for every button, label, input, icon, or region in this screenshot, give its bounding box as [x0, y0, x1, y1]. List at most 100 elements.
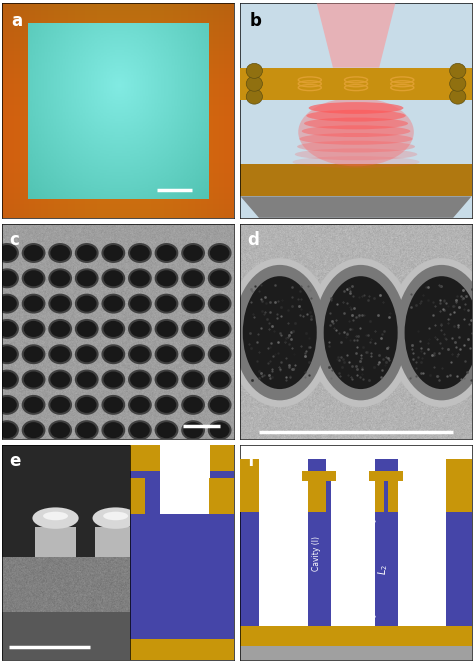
Ellipse shape — [208, 395, 232, 415]
Bar — [446, 476, 472, 512]
Ellipse shape — [324, 276, 398, 389]
Bar — [95, 526, 137, 557]
Ellipse shape — [306, 110, 406, 121]
Ellipse shape — [181, 294, 205, 314]
Ellipse shape — [130, 321, 150, 337]
Ellipse shape — [0, 294, 19, 314]
Ellipse shape — [183, 371, 203, 388]
Ellipse shape — [128, 344, 152, 364]
Ellipse shape — [208, 269, 232, 288]
Ellipse shape — [297, 141, 415, 152]
Ellipse shape — [0, 243, 19, 263]
Ellipse shape — [302, 125, 410, 137]
Ellipse shape — [128, 294, 152, 314]
Ellipse shape — [128, 319, 152, 339]
Ellipse shape — [314, 265, 407, 400]
Ellipse shape — [181, 420, 205, 440]
Ellipse shape — [24, 346, 44, 362]
Ellipse shape — [157, 245, 176, 261]
Ellipse shape — [24, 245, 44, 261]
Bar — [250, 476, 259, 512]
Polygon shape — [240, 196, 472, 218]
Circle shape — [246, 76, 263, 91]
Circle shape — [450, 64, 466, 78]
Ellipse shape — [183, 397, 203, 413]
Ellipse shape — [101, 243, 125, 263]
Ellipse shape — [77, 321, 97, 337]
Ellipse shape — [130, 397, 150, 413]
Ellipse shape — [157, 271, 176, 286]
Ellipse shape — [208, 420, 232, 440]
Ellipse shape — [130, 371, 150, 388]
Text: Cavity (II): Cavity (II) — [345, 550, 354, 587]
Ellipse shape — [128, 269, 152, 288]
Bar — [2, 445, 129, 557]
Bar — [374, 459, 398, 627]
Ellipse shape — [22, 395, 46, 415]
Ellipse shape — [22, 344, 46, 364]
Ellipse shape — [128, 420, 152, 440]
Text: b: b — [250, 12, 262, 30]
Ellipse shape — [0, 422, 17, 438]
Ellipse shape — [130, 245, 150, 261]
Bar — [240, 471, 472, 627]
Ellipse shape — [0, 319, 19, 339]
Ellipse shape — [92, 507, 139, 529]
Bar — [240, 646, 472, 660]
Ellipse shape — [48, 344, 72, 364]
Ellipse shape — [128, 395, 152, 415]
Ellipse shape — [77, 346, 97, 362]
Text: e: e — [9, 452, 21, 469]
Ellipse shape — [130, 422, 150, 438]
Bar — [129, 639, 234, 660]
Ellipse shape — [181, 243, 205, 263]
Bar — [308, 476, 317, 512]
Ellipse shape — [103, 321, 123, 337]
Ellipse shape — [103, 422, 123, 438]
Ellipse shape — [210, 422, 229, 438]
Ellipse shape — [0, 321, 17, 337]
Text: $L_2$: $L_2$ — [376, 564, 390, 575]
Ellipse shape — [103, 346, 123, 362]
Ellipse shape — [48, 243, 72, 263]
Ellipse shape — [0, 420, 19, 440]
Ellipse shape — [22, 269, 46, 288]
Ellipse shape — [0, 269, 19, 288]
Ellipse shape — [208, 294, 232, 314]
Ellipse shape — [155, 319, 178, 339]
Ellipse shape — [181, 395, 205, 415]
Ellipse shape — [24, 397, 44, 413]
Ellipse shape — [50, 346, 70, 362]
Ellipse shape — [210, 371, 229, 388]
Ellipse shape — [210, 397, 229, 413]
Text: d: d — [247, 231, 259, 249]
Ellipse shape — [130, 296, 150, 312]
Ellipse shape — [298, 97, 414, 166]
Text: c: c — [9, 231, 19, 249]
Ellipse shape — [0, 371, 17, 388]
Ellipse shape — [101, 319, 125, 339]
Ellipse shape — [48, 294, 72, 314]
Ellipse shape — [157, 371, 176, 388]
Bar — [374, 476, 384, 512]
Ellipse shape — [183, 296, 203, 312]
Ellipse shape — [308, 258, 414, 407]
Bar — [129, 479, 145, 514]
Polygon shape — [240, 164, 472, 196]
Ellipse shape — [0, 296, 17, 312]
Ellipse shape — [50, 271, 70, 286]
Ellipse shape — [292, 156, 419, 168]
Ellipse shape — [405, 276, 474, 389]
Ellipse shape — [183, 346, 203, 362]
Ellipse shape — [227, 258, 333, 407]
Ellipse shape — [388, 258, 474, 407]
Ellipse shape — [75, 395, 99, 415]
Ellipse shape — [101, 395, 125, 415]
Ellipse shape — [48, 395, 72, 415]
Text: a: a — [12, 12, 23, 30]
Ellipse shape — [50, 422, 70, 438]
Ellipse shape — [0, 395, 19, 415]
Ellipse shape — [103, 397, 123, 413]
Ellipse shape — [50, 397, 70, 413]
Ellipse shape — [48, 269, 72, 288]
